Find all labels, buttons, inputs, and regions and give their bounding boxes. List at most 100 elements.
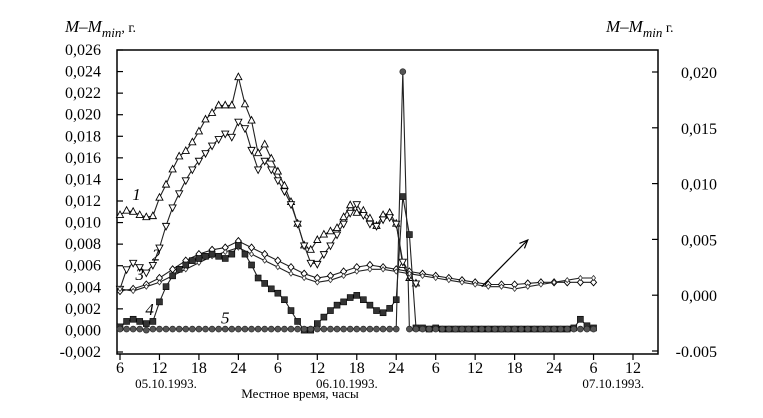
series-point — [314, 279, 320, 286]
series-point — [498, 325, 505, 333]
series-point — [406, 231, 413, 238]
series-point — [365, 220, 375, 229]
series-point — [215, 252, 222, 260]
arrow-head — [519, 238, 529, 249]
series-point — [136, 318, 144, 325]
series-point — [182, 325, 190, 333]
series-point — [590, 325, 597, 333]
series-line — [120, 71, 594, 331]
series-4 — [117, 244, 597, 295]
series-point — [326, 226, 335, 235]
series-point — [412, 325, 420, 333]
series-point — [267, 153, 276, 162]
series-point — [373, 307, 380, 314]
series-point — [504, 325, 512, 333]
series-point — [235, 242, 242, 249]
series-point — [129, 315, 137, 323]
series-point — [248, 261, 255, 269]
series-point — [319, 229, 329, 238]
series-point — [241, 325, 249, 333]
series-point — [326, 242, 335, 251]
left-tick-label: 0,020 — [65, 107, 101, 124]
series-point — [253, 148, 263, 157]
series-point — [373, 325, 380, 333]
series-point — [458, 325, 466, 333]
series-point — [188, 166, 197, 175]
series-point — [143, 326, 150, 334]
right-axis-title: M–Mmin г. — [605, 17, 674, 40]
series-point — [386, 305, 393, 312]
left-axis-ticks: -0,002 0,000 0,002 0,004 0,006 0,008 0,010 0,01… — [60, 42, 123, 361]
series-point — [142, 212, 151, 221]
series-point — [299, 242, 309, 251]
left-tick-label: 0,008 — [65, 236, 101, 253]
series-point — [156, 298, 163, 306]
series-point — [168, 204, 177, 213]
series-point — [254, 274, 262, 282]
series-2 — [115, 118, 421, 294]
series-point — [155, 192, 164, 201]
series-point — [465, 325, 472, 333]
series-point — [583, 325, 591, 333]
x-tick-label: 18 — [191, 360, 207, 377]
series-point — [320, 325, 328, 333]
series-point — [182, 261, 190, 269]
series-point — [201, 114, 210, 123]
series-point — [247, 146, 256, 155]
series-point — [391, 220, 401, 229]
series-point — [491, 325, 499, 333]
series-point — [274, 289, 282, 297]
left-tick-label: 0,006 — [65, 258, 101, 275]
left-tick-label: 0,000 — [65, 322, 101, 339]
series-point — [169, 272, 176, 280]
series-labels: 1 234 5 — [132, 185, 229, 328]
series-point — [220, 130, 230, 139]
series-point — [378, 216, 388, 225]
series-point — [432, 325, 439, 333]
series-point — [379, 325, 387, 333]
series-point — [577, 315, 584, 323]
series-point — [399, 68, 407, 76]
series-point — [235, 325, 242, 333]
series-point — [570, 325, 578, 333]
right-tick-label: 0,010 — [681, 177, 717, 194]
x-tick-label: 24 — [230, 360, 246, 377]
series-point — [260, 139, 269, 148]
series-point — [306, 259, 315, 268]
series-point — [576, 278, 584, 287]
series-point — [174, 190, 184, 199]
series-point — [148, 262, 158, 270]
series-point — [248, 325, 255, 333]
series-point — [234, 72, 243, 81]
series-point — [274, 325, 282, 333]
series-point — [222, 248, 228, 256]
series-point — [367, 266, 373, 273]
series-point — [149, 325, 157, 333]
series-point — [327, 277, 333, 284]
arrow-shaft — [481, 239, 529, 288]
series-point — [123, 325, 130, 333]
series-number-label: 2 — [152, 246, 161, 265]
series-point — [202, 325, 209, 333]
series-point — [135, 264, 144, 273]
series-point — [286, 201, 296, 210]
series-point — [392, 296, 400, 304]
series-point — [425, 325, 433, 333]
series-point — [380, 266, 386, 273]
series-point — [589, 278, 598, 287]
series-point — [234, 118, 243, 127]
series-point — [511, 325, 518, 333]
series-point — [261, 249, 269, 259]
series-point — [485, 325, 492, 333]
date-label: 06.10.1993. — [316, 376, 378, 391]
series-point — [273, 166, 283, 175]
series-point — [352, 201, 362, 210]
right-tick-label: 0,015 — [681, 121, 717, 138]
series-point — [188, 137, 197, 146]
series-point — [227, 133, 237, 142]
series-point — [142, 269, 151, 278]
series-point — [161, 222, 171, 231]
series-point — [280, 188, 289, 197]
x-tick-label: 18 — [349, 360, 365, 377]
series-point — [544, 325, 551, 333]
